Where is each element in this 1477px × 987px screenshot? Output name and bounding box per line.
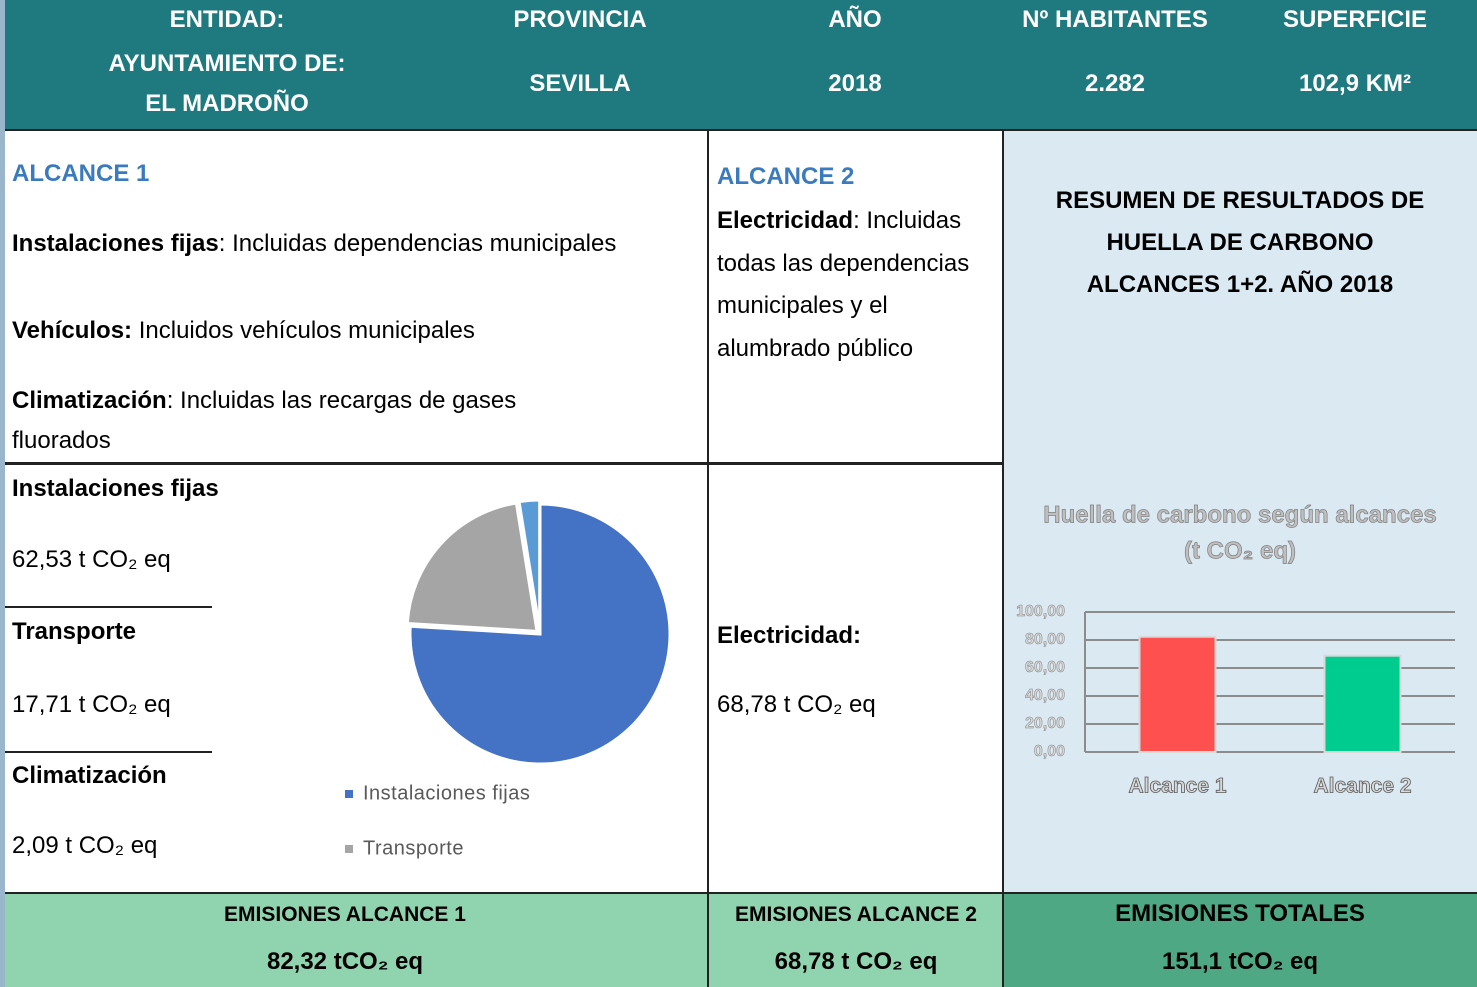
legend-label: Instalaciones fijas (363, 782, 530, 804)
header-label: PROVINCIA (513, 6, 647, 33)
x-tick-label: Alcance 1 (1128, 775, 1226, 798)
item-text: : Incluidas todas las dependencias munic… (717, 207, 970, 362)
rule (0, 462, 1003, 465)
item: Electricidad: Incluidas todas las depend… (717, 200, 999, 370)
rule (5, 606, 212, 608)
pie-slice (408, 502, 672, 766)
item: Climatización: Incluidas las recargas de… (12, 381, 602, 461)
item-label: Vehículos: (12, 317, 133, 344)
header-value: 2018 (828, 70, 882, 97)
pie-chart: Instalaciones fijas Transporte (345, 498, 672, 859)
pie-slice (405, 501, 539, 633)
section-title: ALCANCE 1 (12, 160, 150, 187)
header-value: EL MADROÑO (145, 90, 309, 117)
header-value: AYUNTAMIENTO DE: (108, 50, 346, 77)
header-label: ENTIDAD: (169, 6, 285, 33)
rule (0, 892, 1477, 894)
result-value: 2,09 t CO₂ eq (12, 832, 158, 859)
pie-slice (517, 498, 542, 631)
header-value: 102,9 KM² (1298, 70, 1412, 97)
item-text: : Incluidas dependencias municipales (218, 230, 617, 257)
footer-label: EMISIONES TOTALES (1115, 900, 1365, 927)
y-tick-label: 40,00 (1025, 687, 1065, 704)
footer-value: 68,78 t CO₂ eq (774, 948, 938, 975)
chart-title: (t CO₂ eq) (1184, 537, 1296, 564)
item: Instalaciones fijas: Incluidas dependenc… (12, 224, 712, 264)
rule (5, 751, 212, 753)
result-value: 17,71 t CO₂ eq (12, 691, 171, 718)
rule (0, 129, 1477, 131)
footer-label: EMISIONES ALCANCE 1 (224, 903, 466, 926)
summary-title: RESUMEN DE RESULTADOS DE HUELLA DE CARBO… (1003, 180, 1477, 306)
result-label: Climatización (12, 762, 167, 789)
legend-swatch (345, 845, 353, 853)
summary-panel (1003, 130, 1477, 893)
result-label: Transporte (12, 618, 137, 645)
header-label: Nº HABITANTES (1022, 6, 1208, 33)
y-tick-label: 0,00 (1034, 743, 1065, 760)
header-value: SEVILLA (529, 70, 631, 97)
item-text: : Incluidas las recargas de gases fluora… (12, 387, 517, 454)
legend-label: Transporte (363, 837, 464, 859)
footer-band (0, 893, 1003, 987)
bar (1138, 635, 1217, 753)
rule (1002, 130, 1004, 987)
result-value: 68,78 t CO₂ eq (717, 691, 876, 718)
header-value: 2.282 (1084, 70, 1146, 97)
header-label: SUPERFICIE (1282, 6, 1428, 33)
edge (0, 0, 5, 987)
footer-value: 82,32 tCO₂ eq (266, 948, 424, 975)
legend-swatch (345, 790, 353, 798)
y-tick-label: 20,00 (1025, 715, 1065, 732)
y-tick-label: 100,00 (1016, 603, 1065, 620)
rule (707, 130, 709, 987)
header (0, 0, 1477, 130)
y-tick-label: 80,00 (1025, 631, 1065, 648)
result-value: 62,53 t CO₂ eq (12, 546, 171, 573)
x-tick-label: Alcance 2 (1313, 775, 1411, 798)
item-label: Instalaciones fijas (12, 230, 219, 257)
chart-title: Huella de carbono según alcances (1043, 501, 1436, 528)
footer-label: EMISIONES ALCANCE 2 (735, 903, 977, 926)
footer-value: 151,1 tCO₂ eq (1161, 948, 1319, 975)
result-label: Electricidad: (717, 622, 862, 649)
item-text: Incluidos vehículos municipales (132, 317, 475, 344)
line: ALCANCES 1+2. AÑO 2018 (1086, 271, 1394, 298)
line: HUELLA DE CARBONO (1106, 229, 1374, 256)
header-label: AÑO (828, 6, 882, 33)
item: Vehículos: Incluidos vehículos municipal… (12, 311, 702, 351)
line: RESUMEN DE RESULTADOS DE (1055, 187, 1425, 214)
section-title: ALCANCE 2 (717, 163, 855, 190)
result-label: Instalaciones fijas (12, 475, 219, 502)
item-label: Climatización (12, 387, 167, 414)
y-tick-label: 60,00 (1025, 659, 1065, 676)
bar-chart: Huella de carbono según alcances (t CO₂ e… (1016, 501, 1455, 798)
bar (1323, 654, 1402, 753)
item-label: Electricidad (717, 207, 854, 234)
footer-total-band (1003, 893, 1477, 987)
